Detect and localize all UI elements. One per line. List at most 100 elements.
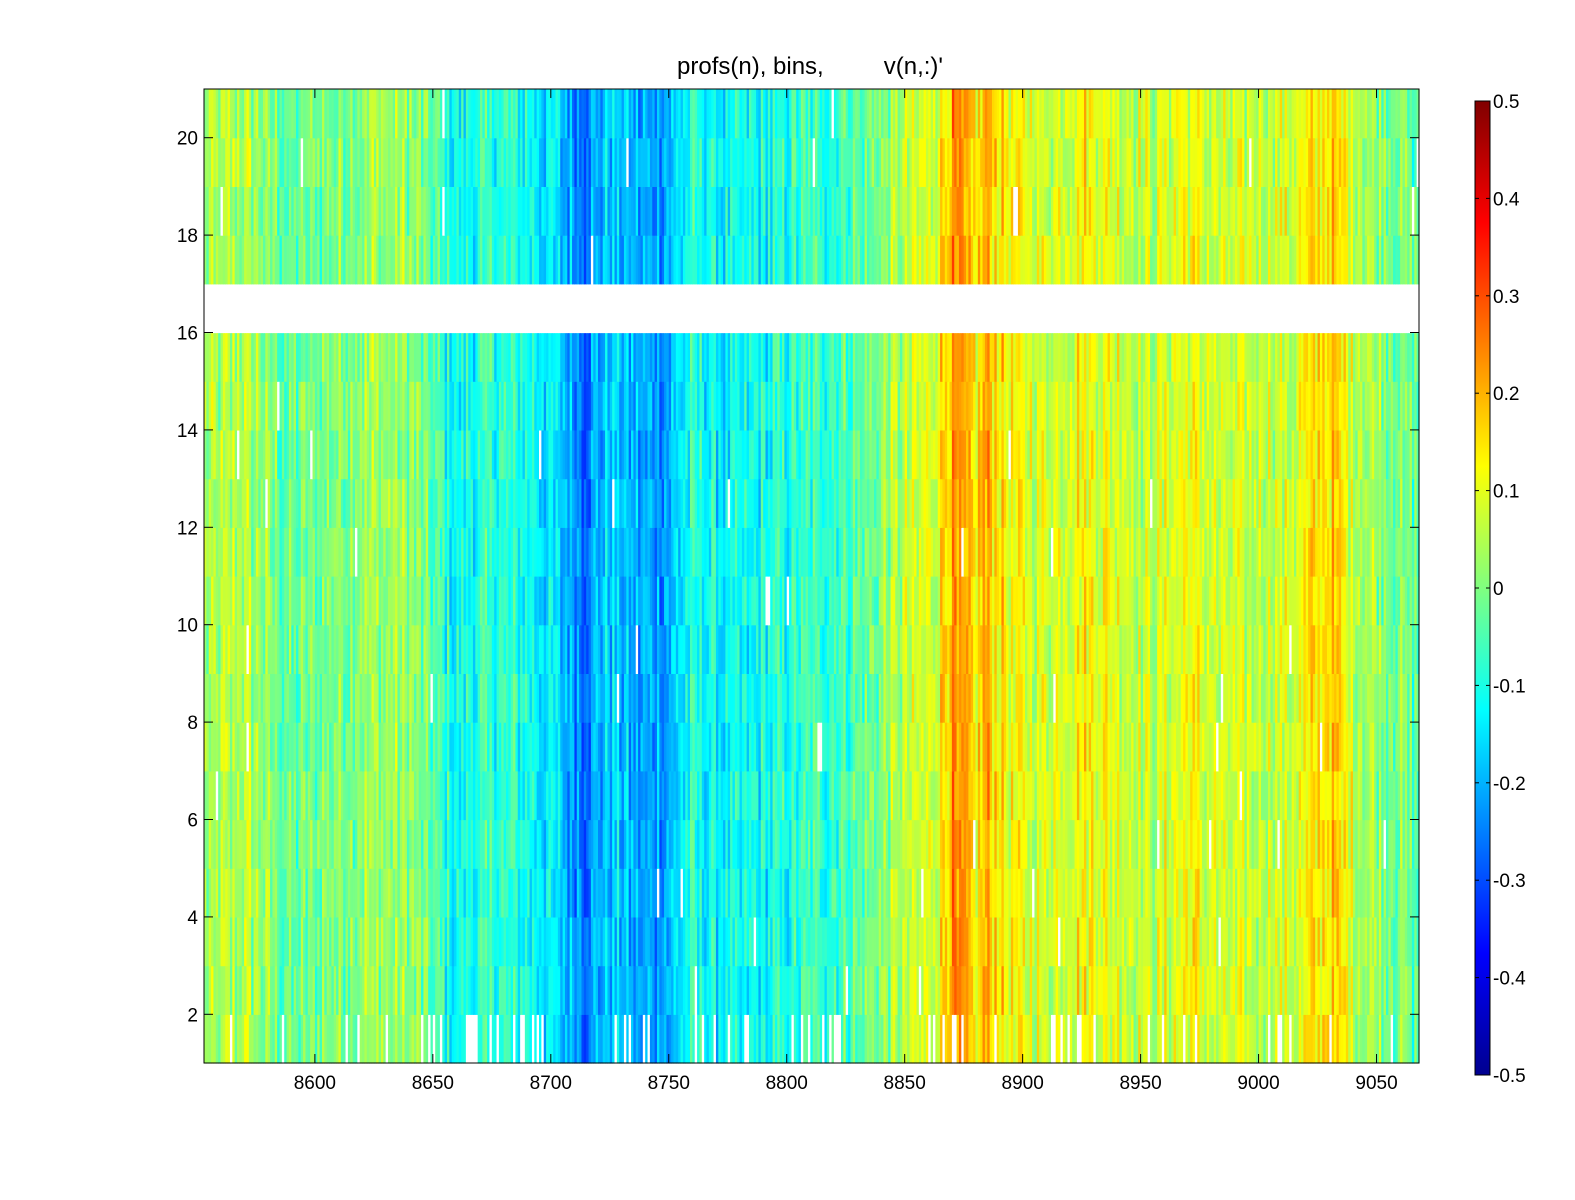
heatmap-cell [444, 916, 448, 967]
heatmap-cell [793, 770, 797, 821]
heatmap-cell [1190, 673, 1194, 723]
heatmap-cell [623, 916, 627, 967]
heatmap-cell [829, 576, 833, 626]
heatmap-cell [782, 868, 785, 918]
heatmap-cell [531, 965, 535, 1015]
heatmap-cell [1230, 624, 1234, 674]
heatmap-cell [940, 1014, 944, 1064]
heatmap-cell [1223, 819, 1227, 869]
heatmap-cell [730, 868, 734, 918]
heatmap-cell [409, 1014, 413, 1064]
heatmap-cell [779, 916, 783, 967]
heatmap-cell [782, 576, 785, 626]
heatmap-cell [1284, 965, 1288, 1015]
heatmap-cell [343, 965, 347, 1015]
heatmap-cell [940, 868, 944, 918]
heatmap-cell [1249, 1014, 1253, 1064]
heatmap-cell [550, 770, 554, 821]
heatmap-cell [984, 916, 988, 967]
heatmap-cell [1239, 868, 1243, 918]
heatmap-cell [692, 770, 696, 821]
heatmap-cell [784, 673, 788, 723]
heatmap-cell [234, 916, 238, 967]
heatmap-cell [730, 916, 734, 967]
heatmap-cell [333, 819, 337, 869]
heatmap-cell [395, 868, 399, 918]
heatmap-cell [1157, 722, 1161, 772]
heatmap-cell [871, 722, 875, 772]
heatmap-cell [727, 819, 731, 869]
heatmap-cell [602, 722, 606, 772]
heatmap-cell [1204, 673, 1208, 723]
heatmap-cell [1414, 819, 1418, 869]
heatmap-cell [982, 868, 986, 918]
heatmap-cell [484, 1014, 488, 1064]
heatmap-cell [220, 916, 224, 967]
heatmap-cell [204, 868, 207, 918]
heatmap-cell [1088, 624, 1092, 674]
heatmap-cell [909, 868, 913, 918]
heatmap-cell [678, 722, 682, 772]
heatmap-cell [748, 576, 752, 626]
heatmap-cell [1322, 722, 1326, 772]
heatmap-cell [232, 673, 236, 723]
heatmap-cell [690, 673, 693, 723]
heatmap-cell [975, 722, 979, 772]
heatmap-cell [933, 965, 936, 1015]
heatmap-cell [1341, 965, 1345, 1015]
heatmap-cell [1352, 965, 1356, 1015]
heatmap-cell [579, 576, 583, 626]
heatmap-cell [1213, 722, 1217, 772]
heatmap-cell [1334, 819, 1338, 869]
heatmap-cell [536, 722, 540, 772]
heatmap-cell [347, 868, 351, 918]
heatmap-cell [1176, 770, 1179, 821]
heatmap-cell [1183, 868, 1187, 918]
heatmap-cell [413, 868, 417, 918]
heatmap-cell [1272, 916, 1276, 967]
heatmap-cell [1305, 819, 1309, 869]
heatmap-cell [937, 819, 941, 869]
heatmap-cell [576, 868, 580, 918]
heatmap-cell [916, 819, 920, 869]
heatmap-cell [267, 673, 271, 723]
heatmap-cell [673, 1014, 677, 1064]
heatmap-cell [1343, 965, 1347, 1015]
heatmap-cell [503, 722, 507, 772]
heatmap-cell [685, 576, 689, 626]
heatmap-cell [763, 576, 767, 626]
heatmap-cell [1022, 673, 1026, 723]
heatmap-cell [895, 770, 899, 821]
heatmap-cell [296, 819, 299, 869]
heatmap-cell [258, 868, 262, 918]
heatmap-cell [869, 916, 873, 967]
heatmap-cell [1338, 673, 1342, 723]
heatmap-cell [1270, 624, 1274, 674]
heatmap-cell [673, 624, 677, 674]
heatmap-cell [944, 868, 948, 918]
heatmap-cell [753, 965, 757, 1015]
heatmap-cell [803, 868, 807, 918]
heatmap-cell [1036, 722, 1040, 772]
heatmap-cell [796, 1014, 800, 1064]
heatmap-cell [1128, 673, 1132, 723]
heatmap-cell [1310, 819, 1314, 869]
heatmap-cell [1367, 819, 1371, 869]
heatmap-cell [1157, 770, 1161, 821]
heatmap-cell [303, 770, 307, 821]
heatmap-cell [1140, 965, 1144, 1015]
heatmap-cell [907, 576, 911, 626]
heatmap-cell [1006, 916, 1010, 967]
heatmap-cell [439, 576, 443, 626]
heatmap-cell [581, 722, 585, 772]
heatmap-cell [966, 722, 969, 772]
heatmap-cell [687, 916, 691, 967]
heatmap-cell [713, 770, 717, 821]
heatmap-cell [1083, 624, 1087, 674]
heatmap-cell [576, 576, 580, 626]
heatmap-cell [1206, 916, 1210, 967]
heatmap-cell [494, 624, 498, 674]
heatmap-cell [1275, 722, 1279, 772]
heatmap-cell [1041, 722, 1045, 772]
heatmap-cell [1185, 1014, 1189, 1064]
